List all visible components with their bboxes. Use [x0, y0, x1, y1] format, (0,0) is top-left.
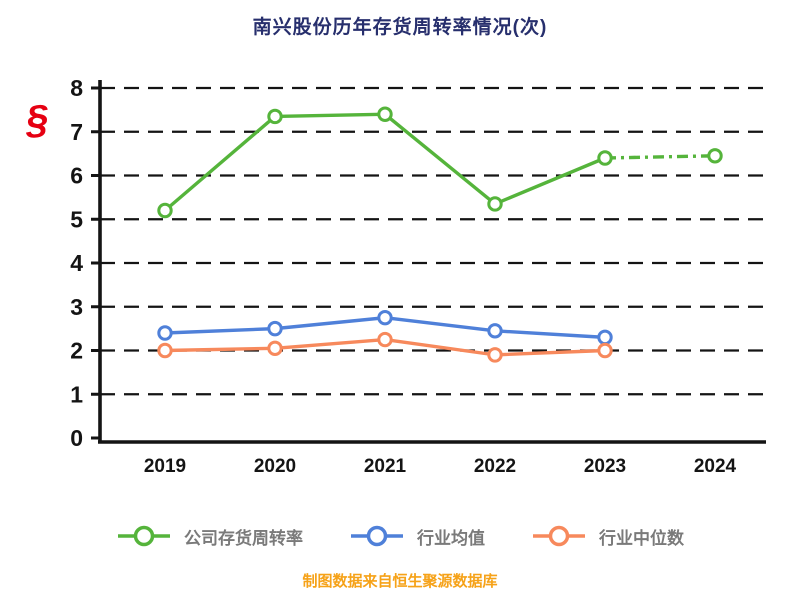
svg-text:8: 8 [70, 75, 83, 101]
legend-label-industry-average: 行业均值 [417, 528, 485, 548]
legend-item-industry-average: 行业均值 [349, 524, 485, 549]
svg-text:1: 1 [70, 381, 83, 407]
svg-text:3: 3 [70, 294, 83, 320]
chart-canvas: 0 1 2 3 4 5 6 7 8 2019 2020 2021 2022 2023 2024 [70, 75, 766, 477]
svg-text:6: 6 [70, 163, 83, 189]
legend-item-company: 公司存货周转率 [116, 524, 303, 549]
svg-text:2023: 2023 [584, 456, 626, 477]
svg-text:2: 2 [70, 338, 83, 364]
legend-marker-industry-median [533, 525, 585, 547]
svg-text:0: 0 [70, 425, 83, 451]
svg-text:7: 7 [70, 119, 83, 145]
legend-label-company: 公司存货周转率 [184, 528, 303, 548]
svg-text:2019: 2019 [144, 456, 186, 477]
svg-text:5: 5 [70, 206, 83, 232]
svg-text:2021: 2021 [364, 456, 407, 477]
legend-marker-industry-average [351, 525, 403, 547]
legend-marker-company [118, 525, 170, 547]
svg-text:4: 4 [70, 250, 83, 276]
svg-text:2024: 2024 [694, 456, 737, 477]
svg-text:2022: 2022 [474, 456, 516, 477]
chart-title: 南兴股份历年存货周转率情况(次) [252, 17, 548, 38]
legend-item-industry-median: 行业中位数 [531, 524, 684, 549]
svg-text:2020: 2020 [254, 456, 296, 477]
data-source-caption: 制图数据来自恒生聚源数据库 [302, 573, 498, 590]
legend: 公司存货周转率 行业均值 行业中位数 [0, 518, 800, 554]
legend-label-industry-median: 行业中位数 [599, 528, 684, 548]
